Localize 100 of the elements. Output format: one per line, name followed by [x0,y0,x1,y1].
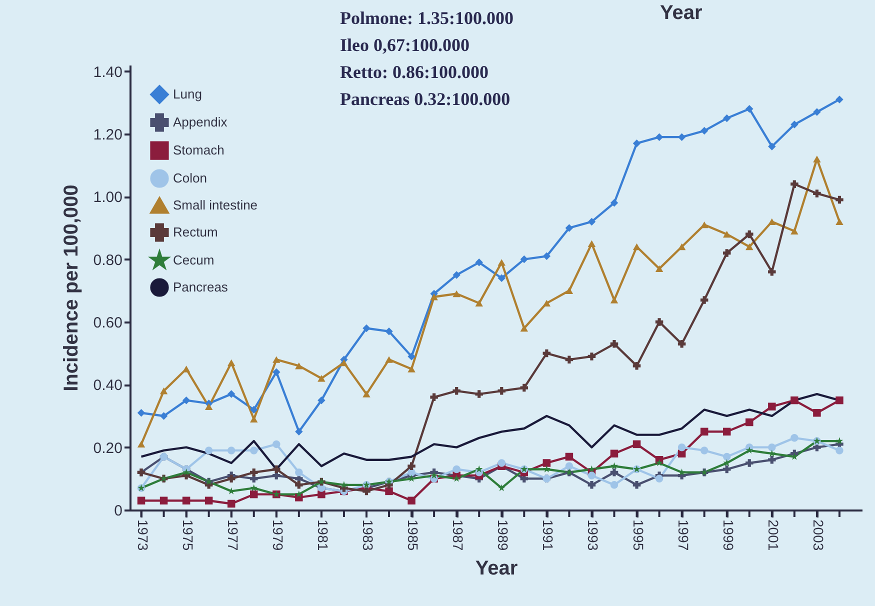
point [655,133,664,141]
point [610,481,618,489]
point [655,265,664,272]
y-tick-label: 0.60 [93,314,122,332]
point [768,443,776,452]
x-tick-label: 1987 [450,520,466,551]
point [632,481,641,489]
point [475,258,483,266]
x-tick-label: 2001 [765,520,782,551]
legend-label: Appendix [173,114,228,130]
x-tick-label: 1979 [270,520,286,551]
x-tick-label: 1997 [675,520,692,551]
point [430,294,438,300]
point [250,406,258,414]
x-tick-label: 1975 [180,520,196,551]
point [408,352,416,360]
point [204,403,213,410]
text: Polmone: 1.35:100.000 [340,8,514,28]
point [227,446,236,454]
point [610,340,618,348]
point [408,462,416,470]
point [746,446,754,454]
point [768,456,776,464]
point [678,340,686,348]
point [272,368,280,376]
point [408,366,416,372]
point [790,396,798,404]
x-tick-label: 1999 [720,520,736,551]
point [588,465,596,472]
point [565,452,574,461]
point [542,300,551,307]
point [318,396,326,404]
point [137,440,146,448]
point [632,139,641,148]
point [250,446,258,454]
point [340,359,348,366]
point [610,468,618,476]
point [498,274,506,282]
point [790,180,798,188]
point [700,428,708,436]
point [204,446,213,454]
y-tick-label: 1.00 [93,189,122,206]
point [272,356,280,363]
legend-label: Cecum [173,252,214,268]
y-axis-title: Incidence per 100,000 [60,184,82,392]
y-tick-label: 1.20 [93,126,122,144]
point [768,450,776,457]
point [632,243,641,250]
point [588,472,596,480]
x-tick-label: 1991 [540,520,556,551]
point [746,105,754,113]
point [385,356,393,363]
point [700,296,708,304]
point [656,459,663,466]
point [295,468,303,476]
point [610,296,618,304]
text: Ileo 0,67:100.000 [340,35,470,55]
point [498,259,506,266]
point [452,474,460,482]
point [588,240,596,247]
point [272,440,280,448]
point [385,328,393,336]
point [836,437,844,444]
point [452,465,460,474]
x-tick-label: 1989 [495,520,512,551]
point [227,359,236,366]
legend-label: Lung [173,86,202,102]
point [520,324,528,332]
point [475,390,483,398]
point [318,490,326,498]
legend-label: Colon [173,170,207,186]
point [722,249,731,257]
point [813,190,821,198]
point [498,484,506,492]
point [272,465,280,474]
point [430,472,438,479]
point [542,349,551,358]
point [632,440,641,448]
point [182,366,190,372]
y-tick-label: 0.20 [93,440,122,457]
point [836,196,844,204]
point [610,450,618,458]
point [836,96,844,104]
point [746,243,754,250]
point [137,408,146,417]
point [318,375,326,382]
point [610,199,618,207]
point [790,120,798,128]
point [227,500,236,508]
point [362,390,370,398]
point [250,484,258,492]
point [746,230,754,238]
point [678,243,686,250]
point [452,271,460,279]
point [655,318,664,326]
point [565,224,574,232]
point [250,416,258,422]
x-tick-label: 1973 [134,520,151,551]
y-tick-label: 1.40 [93,64,122,81]
x-tick-label: 1995 [630,520,646,551]
